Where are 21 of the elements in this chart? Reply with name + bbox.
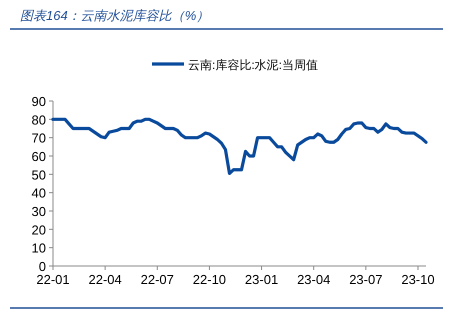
x-tick-label: 22-01 (36, 272, 70, 287)
y-tick-label: 20 (32, 222, 46, 238)
y-tick-label: 90 (32, 94, 46, 109)
y-tick-label: 60 (32, 149, 46, 164)
legend-label: 云南:库容比:水泥:当周值 (188, 58, 318, 72)
y-tick-label: 30 (32, 204, 46, 219)
y-tick-label: 0 (38, 259, 46, 274)
y-tick-label: 40 (32, 186, 46, 201)
chart-title: 图表164：云南水泥库容比（%） (20, 8, 210, 23)
x-tick-label: 22-04 (88, 272, 122, 287)
y-tick-label: 10 (32, 240, 46, 256)
x-tick-label: 23-07 (349, 272, 382, 287)
y-tick-label: 50 (32, 167, 46, 182)
x-tick-label: 23-04 (297, 272, 330, 287)
y-tick-label: 80 (32, 112, 46, 128)
x-tick-label: 22-10 (192, 272, 226, 287)
x-tick-label: 23-01 (244, 272, 278, 287)
y-tick-label: 70 (32, 130, 46, 146)
line-series (51, 118, 428, 176)
x-tick-label: 22-07 (140, 272, 174, 287)
x-tick-label: 23-10 (401, 272, 435, 287)
